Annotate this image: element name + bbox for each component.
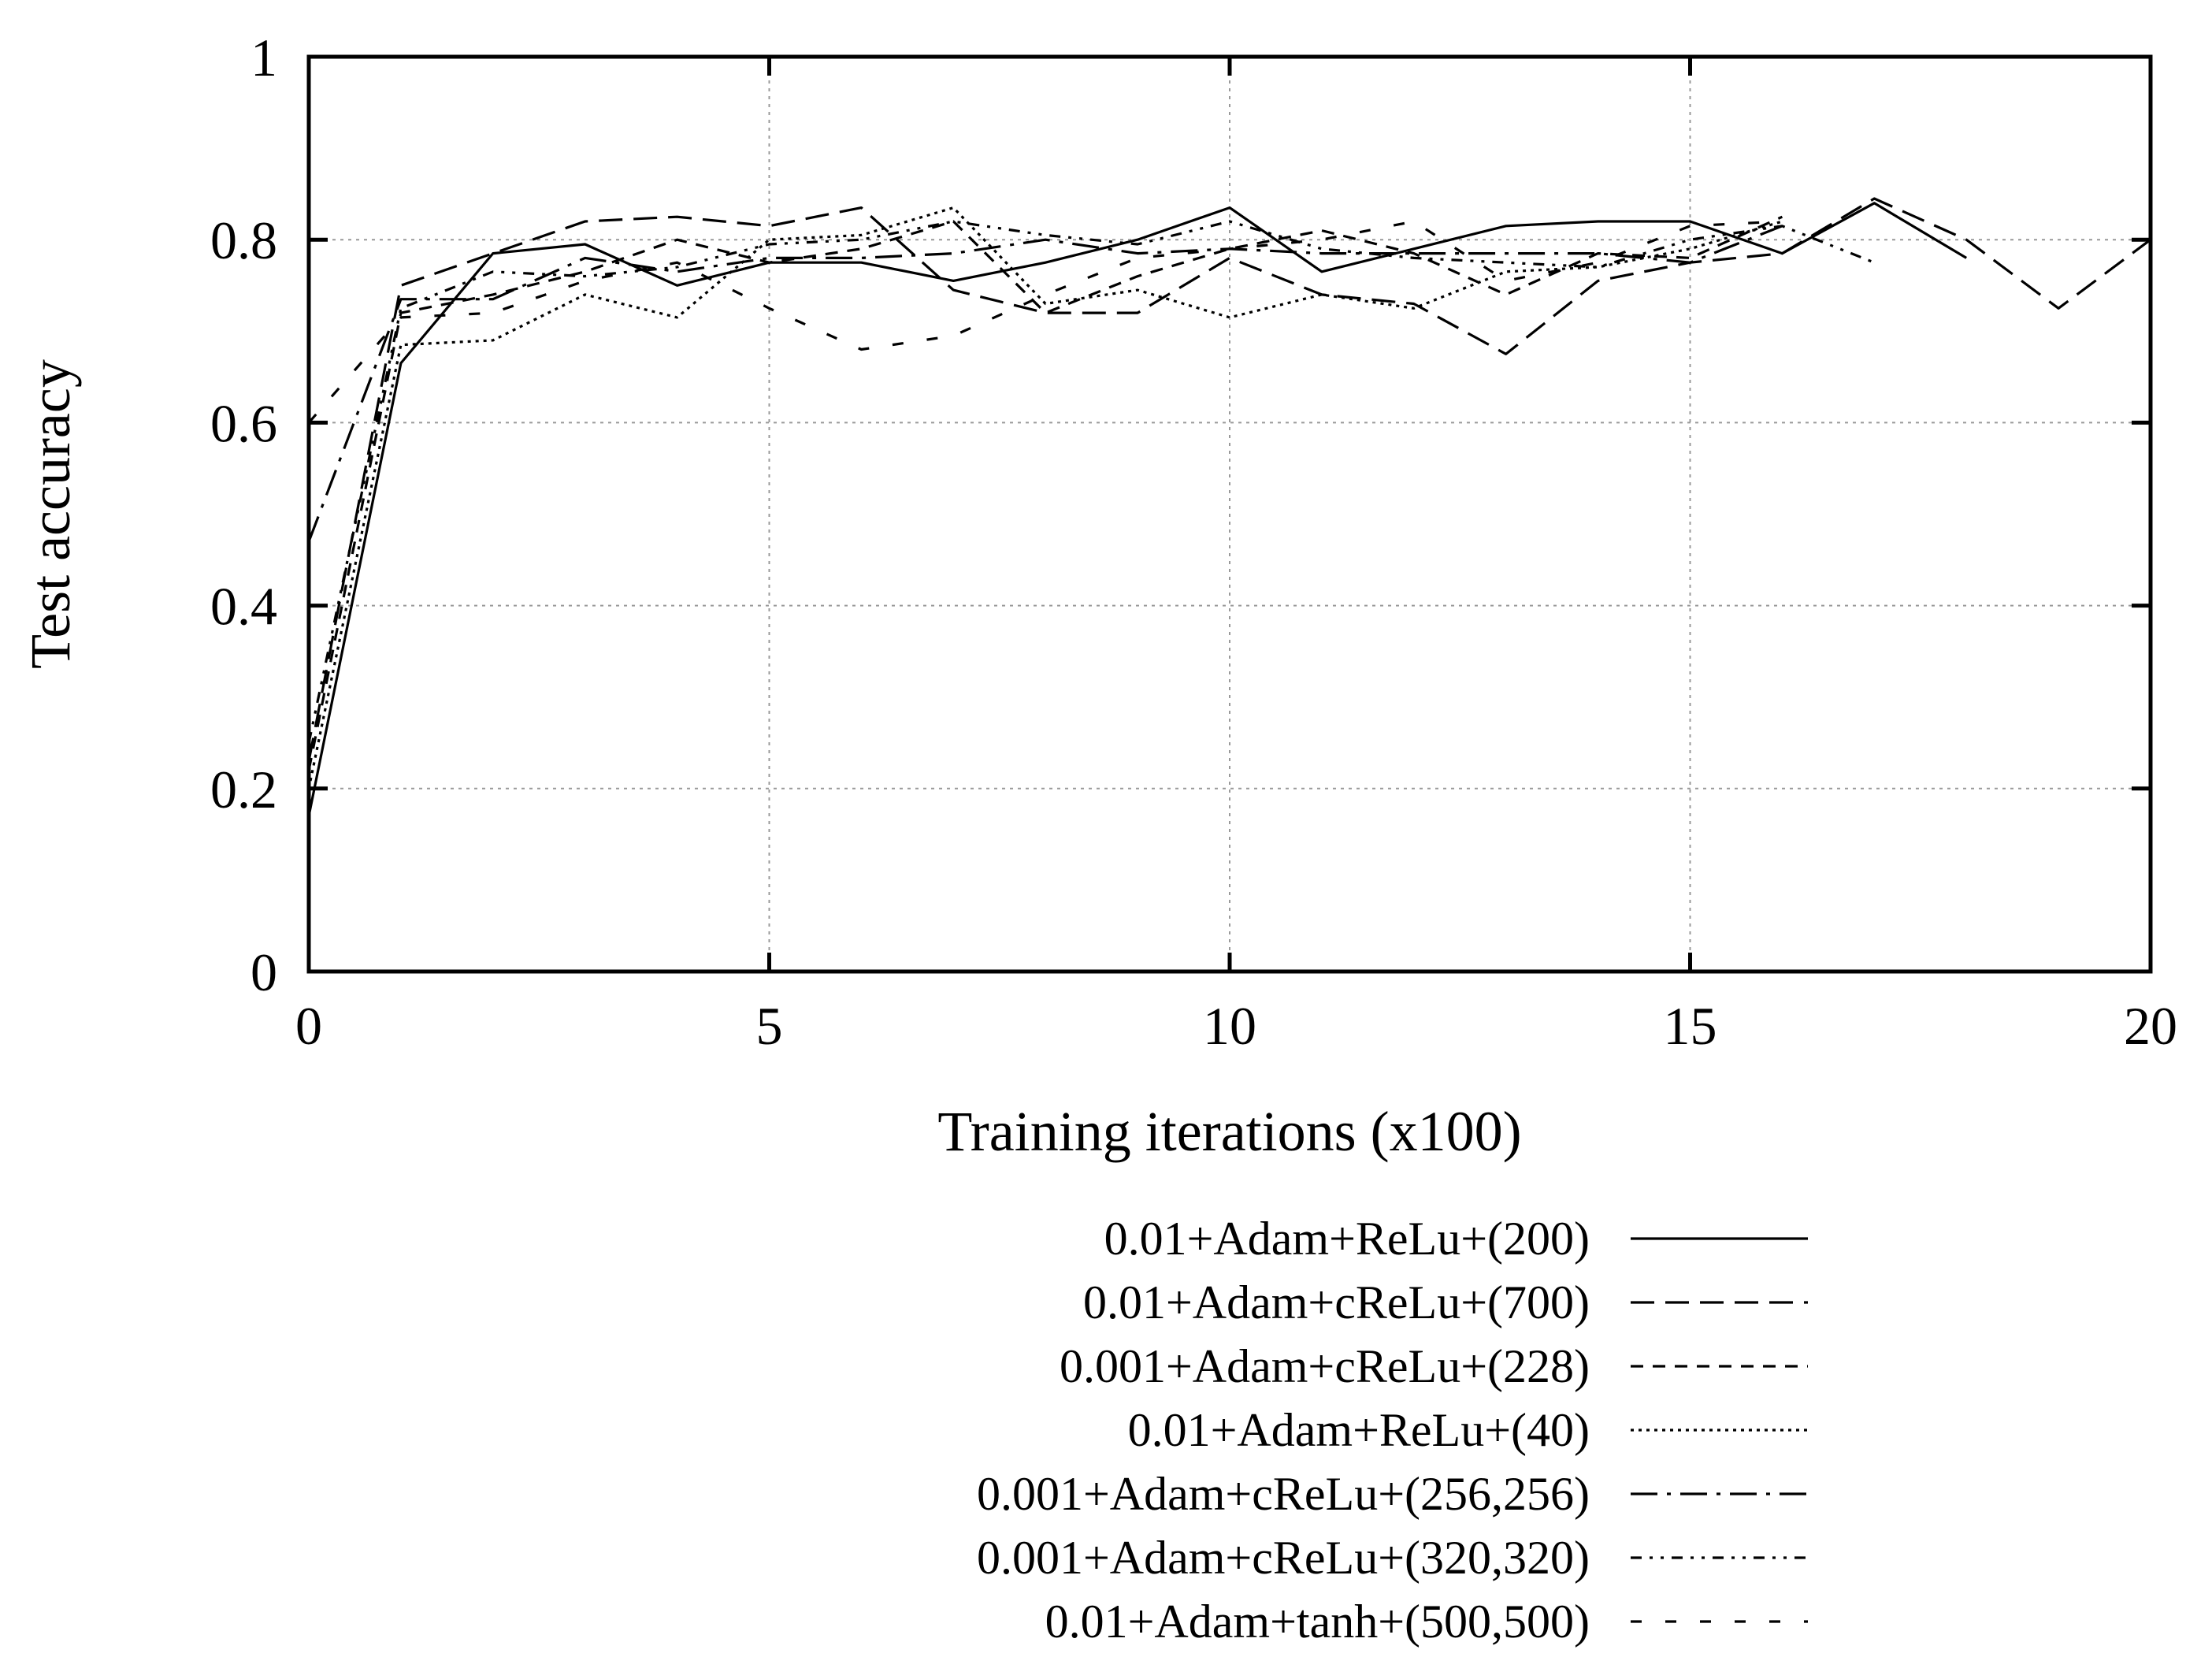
x-tick-label: 15	[1664, 996, 1717, 1056]
series-lines	[307, 197, 2151, 816]
tick-labels: 0 5 10 15 20 0 0.2 0.4 0.6 0.8 1	[210, 28, 2177, 1056]
legend-label: 0.001+Adam+cReLu+(320,320)	[977, 1532, 1590, 1584]
x-tick-label: 10	[1203, 996, 1256, 1056]
series-line-4	[307, 206, 1783, 789]
legend-label: 0.001+Adam+cReLu+(256,256)	[977, 1468, 1590, 1520]
legend: 0.01+Adam+ReLu+(200) 0.01+Adam+cReLu+(700…	[977, 1213, 1808, 1648]
legend-label: 0.01+Adam+tanh+(500,500)	[1045, 1596, 1590, 1648]
y-tick-label: 0.8	[210, 210, 277, 270]
legend-label: 0.01+Adam+ReLu+(40)	[1128, 1404, 1590, 1456]
series-line-5	[307, 225, 1783, 542]
legend-label: 0.01+Adam+cReLu+(700)	[1083, 1276, 1590, 1328]
x-tick-label: 0	[295, 996, 322, 1056]
y-tick-label: 1	[251, 28, 277, 87]
x-tick-label: 20	[2124, 996, 2177, 1056]
x-tick-label: 5	[756, 996, 783, 1056]
x-axis-title: Training iterations (x100)	[937, 1100, 1521, 1163]
y-tick-label: 0.4	[210, 577, 277, 637]
legend-label: 0.01+Adam+ReLu+(200)	[1104, 1213, 1590, 1265]
axis-ticks	[306, 54, 2153, 974]
y-tick-label: 0.2	[210, 760, 277, 819]
grid-lines	[309, 57, 2151, 972]
legend-label: 0.001+Adam+cReLu+(228)	[1060, 1340, 1590, 1392]
series-line-6	[307, 220, 1875, 744]
series-line-1	[307, 202, 1968, 816]
series-line-2	[307, 197, 2151, 762]
y-axis-title: Test accuracy	[19, 359, 82, 669]
series-line-3	[307, 215, 1783, 771]
series-line-7	[307, 220, 1783, 424]
y-tick-label: 0	[251, 942, 277, 1002]
y-tick-label: 0.6	[210, 393, 277, 453]
